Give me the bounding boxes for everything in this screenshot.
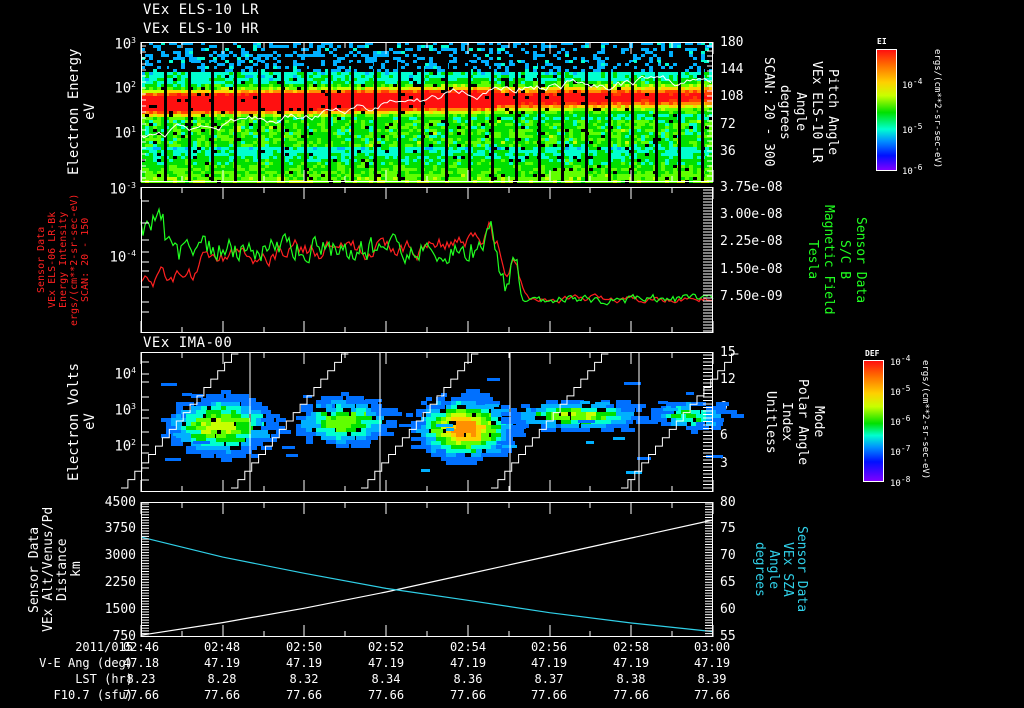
xaxis-cell: 77.66 [530,688,568,702]
xaxis-cell: 77.66 [693,688,731,702]
xaxis-cell: 8.39 [697,672,727,686]
panel3-ion-spectrogram [121,352,744,492]
xaxis-cell: 47.19 [285,656,323,670]
xaxis-cell: 8.36 [453,672,483,686]
panel2-line-plot [140,187,714,333]
xaxis-cell: 02:48 [203,640,241,654]
colorbar2-units: ergs/(cm**2-sr-sec-eV) [920,360,930,480]
xaxis-cell: 77.66 [203,688,241,702]
xaxis-cell: 8.32 [289,672,319,686]
panel2-frame [141,187,713,333]
xaxis-cell: 8.37 [534,672,564,686]
xaxis-cell: 03:00 [693,640,731,654]
xaxis-cell: 77.66 [612,688,650,702]
xaxis-cell: 47.19 [367,656,405,670]
xaxis-cell: 47.18 [122,656,160,670]
panel4-ylabel: Sensor Data VEx Alt/Venus/Pd Distance km [27,506,84,633]
xaxis-cell: 47.19 [449,656,487,670]
xaxis-cell: 47.19 [693,656,731,670]
panel4-y2label: Sensor Data VEx SZA Angle degrees [752,526,809,613]
xaxis-cell: 02:56 [530,640,568,654]
colorbar2-title: DEF [865,349,880,358]
colorbar2-gradient [863,360,884,482]
colorbar1-units: ergs/(cm**2-sr-sec-eV) [932,49,942,169]
xaxis-cell: 02:52 [367,640,405,654]
panel4-line-plot [140,502,714,637]
xaxis-cell: 02:46 [122,640,160,654]
xaxis-cell: 77.66 [449,688,487,702]
panel1-frame [141,42,713,182]
panel3-title: VEx IMA-00 [143,335,233,351]
xaxis-cell: 77.66 [367,688,405,702]
xaxis-cell: 8.28 [207,672,237,686]
xaxis-cell: 02:58 [612,640,650,654]
panel1-title-hr: VEx ELS-10 HR [143,21,260,37]
xaxis-cell: 47.19 [612,656,650,670]
xaxis-cell: 02:50 [285,640,323,654]
panel1-title-lr: VEx ELS-10 LR [143,2,260,18]
xaxis-cell: 77.66 [122,688,160,702]
xaxis-cell: 8.23 [126,672,156,686]
panel2-ylabel: Sensor Data VEx ELS-06 LR-Bk Energy Intens… [36,193,91,327]
panel3-y2label: Mode Polar Angle Index Unitless [763,378,826,466]
xaxis-cell: 47.19 [530,656,568,670]
xaxis-cell: 02:54 [449,640,487,654]
panel2-y2label: Sensor Data S/C B Magnetic Field Tesla [805,205,868,315]
xaxis-cell: 47.19 [203,656,241,670]
panel3-ylabel: Electron Volts eV [66,363,98,482]
panel1-electron-spectrogram [140,42,714,183]
colorbar1-gradient [876,49,897,171]
colorbar1-title: EI [877,37,887,46]
panel4-frame [141,502,713,637]
panel1-ylabel: Electron Energy eV [66,48,98,176]
xaxis-cell: 77.66 [285,688,323,702]
panel1-y2label: Pitch Angle VEx ELS-10 LR Angle degrees SCAN… [761,57,840,167]
xaxis-cell: 8.38 [616,672,646,686]
xaxis-cell: 8.34 [371,672,401,686]
panel3-frame [141,352,713,492]
